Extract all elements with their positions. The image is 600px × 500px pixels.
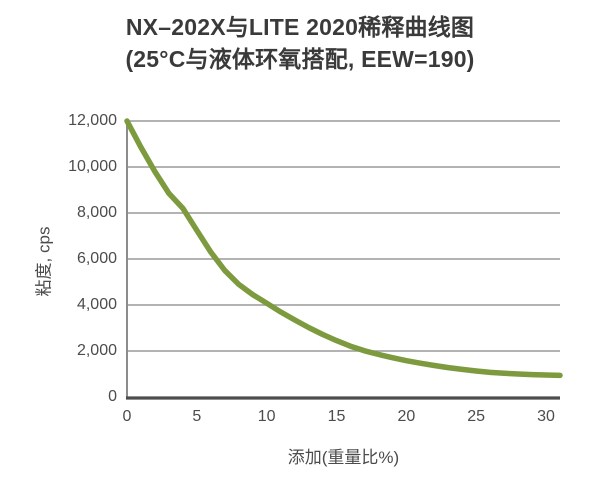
x-tick-label-25: 25 xyxy=(467,408,486,425)
y-tick-label-8000: 8,000 xyxy=(76,204,117,221)
x-tick-label-30: 30 xyxy=(537,408,555,425)
y-tick-label-6000: 6,000 xyxy=(76,250,117,267)
x-axis-label: 添加(重量比%) xyxy=(287,448,400,467)
y-tick-label-4000: 4,000 xyxy=(76,296,117,313)
chart-title-line2: (25°C与液体环氧搭配, EEW=190) xyxy=(125,45,475,72)
chart-title: NX–202X与LITE 2020稀释曲线图 (25°C与液体环氧搭配, EEW… xyxy=(0,12,600,75)
chart-title-line1: NX–202X与LITE 2020稀释曲线图 xyxy=(125,14,475,40)
x-tick-label-15: 15 xyxy=(327,408,346,425)
x-tick-label-20: 20 xyxy=(397,408,416,425)
y-tick-label-12000: 12,000 xyxy=(68,112,117,129)
y-tick-label-2000: 2,000 xyxy=(76,342,117,359)
x-tick-label-0: 0 xyxy=(122,408,132,425)
y-tick-label-0: 0 xyxy=(108,388,117,405)
x-tick-label-5: 5 xyxy=(192,408,202,425)
x-tick-label-10: 10 xyxy=(257,408,276,425)
y-tick-label-10000: 10,000 xyxy=(68,158,117,175)
dilution-curve xyxy=(124,118,563,379)
